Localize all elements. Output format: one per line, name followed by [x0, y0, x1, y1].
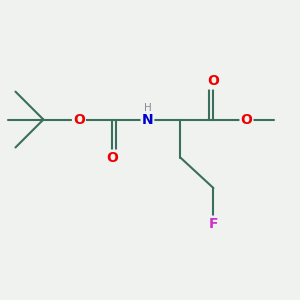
Text: H: H	[144, 103, 151, 113]
Text: F: F	[209, 217, 218, 231]
Text: O: O	[106, 151, 118, 165]
Text: O: O	[241, 112, 252, 127]
Text: O: O	[73, 112, 85, 127]
Text: N: N	[142, 112, 153, 127]
Text: O: O	[208, 74, 219, 88]
